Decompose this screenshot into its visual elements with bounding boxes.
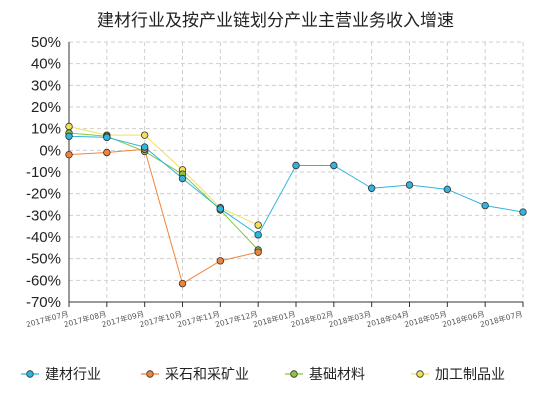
legend-marker — [416, 370, 424, 378]
data-point — [216, 205, 225, 213]
y-tick-labels: 50% 40% 30% 20% 10% 0% -10% -20% -30% -40% -50% -60… — [26, 34, 61, 311]
legend-label: 采石和采矿业 — [165, 367, 249, 383]
series-lines — [65, 122, 527, 288]
x-tick-label: 2017年10月 — [138, 308, 183, 329]
data-point — [216, 257, 225, 265]
y-tick-label: -40% — [26, 229, 61, 246]
y-tick-label: 10% — [31, 121, 61, 138]
y-tick-label: 0% — [39, 142, 61, 159]
data-point — [103, 148, 111, 157]
y-tick-label: -60% — [26, 272, 61, 289]
data-point — [178, 279, 187, 288]
legend-marker — [26, 370, 34, 378]
x-tick-label: 2018年06月 — [441, 308, 486, 329]
legend-marker — [290, 370, 298, 378]
legend-label: 建材行业 — [45, 367, 101, 383]
y-tick-label: -10% — [26, 164, 61, 181]
y-tick-label: 30% — [31, 77, 61, 94]
data-point — [330, 161, 338, 170]
data-point — [367, 184, 376, 192]
data-point — [443, 185, 452, 194]
x-tick-label: 2018年03月 — [327, 308, 372, 329]
x-tick-label: 2018年04月 — [365, 308, 410, 329]
x-tick-label: 2017年07月 — [25, 308, 70, 329]
x-tick-label: 2017年12月 — [214, 308, 259, 329]
legend: 建材行业 采石和采矿业 基础材料 加工制品业 — [21, 366, 505, 383]
data-point — [103, 133, 111, 142]
data-point — [65, 122, 73, 131]
data-point — [65, 132, 73, 140]
data-point — [481, 201, 489, 210]
y-tick-label: 20% — [31, 99, 61, 116]
x-tick-label: 2017年09月 — [100, 308, 145, 329]
y-tick-label: -50% — [26, 251, 61, 268]
data-point — [292, 161, 300, 170]
chart-title: 建材行业及按产业链划分产业主营业务收入增速 — [97, 11, 454, 31]
axes — [68, 42, 524, 307]
data-point — [254, 221, 262, 229]
x-tick-labels: 2017年07月2017年08月2017年09月2017年10月2017年11月… — [25, 308, 524, 329]
data-point — [519, 208, 527, 216]
x-tick-label: 2018年01月 — [252, 308, 297, 329]
series-line — [68, 126, 259, 226]
y-tick-label: 40% — [31, 56, 61, 73]
data-point — [178, 174, 187, 183]
data-point — [254, 231, 262, 239]
x-tick-label: 2018年05月 — [403, 308, 448, 329]
legend-marker — [146, 370, 154, 378]
data-point — [140, 131, 149, 139]
y-tick-label: -20% — [26, 186, 61, 203]
data-point — [65, 150, 73, 159]
x-tick-label: 2017年11月 — [176, 308, 221, 329]
y-tick-label: -70% — [26, 294, 61, 311]
data-point — [140, 143, 149, 151]
x-tick-label: 2018年07月 — [479, 308, 524, 329]
data-point — [254, 248, 262, 256]
y-tick-label: 50% — [31, 34, 61, 51]
x-tick-label: 2018年02月 — [290, 308, 335, 329]
y-tick-label: -30% — [26, 207, 61, 224]
series-line — [68, 148, 259, 285]
gridlines — [69, 41, 524, 303]
legend-label: 基础材料 — [309, 366, 365, 383]
data-point — [405, 181, 414, 189]
legend-label: 加工制品业 — [435, 367, 505, 383]
x-tick-label: 2017年08月 — [63, 308, 108, 329]
